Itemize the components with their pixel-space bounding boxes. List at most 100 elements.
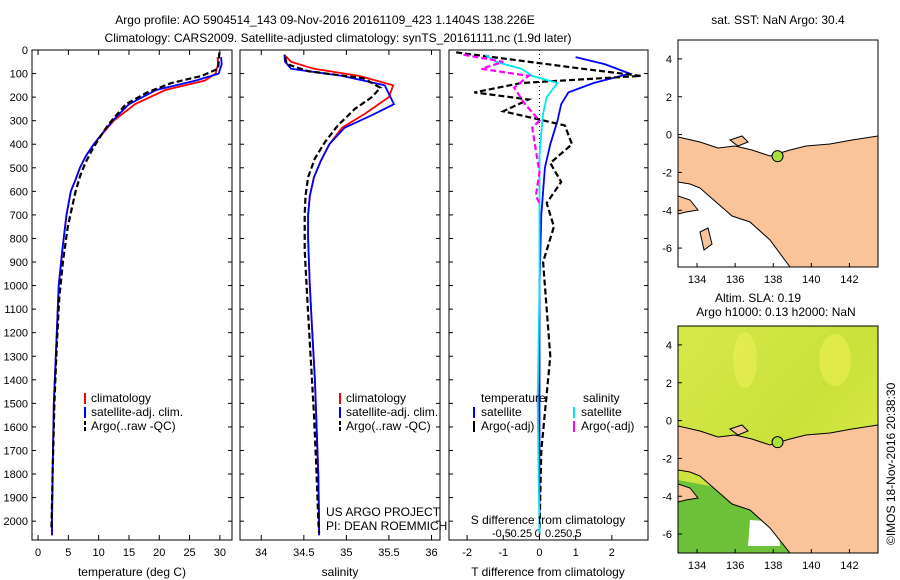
legend-label: Argo(-adj) <box>481 419 534 433</box>
project-annotation: US ARGO PROJECT <box>326 505 441 519</box>
depth-tick-label: 1900 <box>4 493 28 505</box>
x-tick-label: 0 <box>35 547 41 559</box>
x-tick-label: 34.5 <box>293 547 314 559</box>
map-lat-label: 0 <box>666 130 672 142</box>
diff-series-line-2 <box>484 53 560 533</box>
map-lat-label: 2 <box>666 92 672 104</box>
map-lon-label: 138 <box>764 560 782 572</box>
sst-map-frame <box>677 39 879 268</box>
legend-label: satellite-adj. clim. <box>346 405 438 419</box>
depth-tick-label: 1000 <box>4 281 28 293</box>
sst-map-land <box>678 135 878 267</box>
map-lon-label: 138 <box>764 274 782 286</box>
depth-tick-label: 700 <box>10 210 28 222</box>
difference-legend: temperature salinitysatelliteArgo(-adj)sa… <box>473 391 634 433</box>
difference-ticks: -2 -1 0 1 2-0.5-0.25 0 0.25 0.5 <box>449 49 648 559</box>
map-lon-label: 136 <box>726 560 744 572</box>
s-diff-tick-label: -0.5 <box>492 528 511 540</box>
map-lat-label: 4 <box>666 54 672 66</box>
s-diff-tick-label: 0.5 <box>566 528 581 540</box>
sla-map-ticks: 134 136 138 140 142 -6 -4 -2 0 2 4 <box>662 340 858 572</box>
t-diff-tick-label: 2 <box>609 547 615 559</box>
depth-tick-label: 1600 <box>4 422 28 434</box>
x-tick-label: 30 <box>214 547 226 559</box>
sst-map-ticks: 134 136 138 140 142 -6 -4 -2 0 2 4 <box>662 54 858 286</box>
temperature-panel: 0 5 10 15 20 25 300100200300400500600700800900… <box>4 45 233 579</box>
map-lat-label: -4 <box>662 205 672 217</box>
temperature-ticks: 0 5 10 15 20 25 300100200300400500600700800900… <box>4 45 232 559</box>
map-lon-label: 142 <box>840 560 858 572</box>
pi-annotation: PI: DEAN ROEMMICH <box>326 519 447 533</box>
depth-tick-label: 1700 <box>4 445 28 457</box>
title-line-1: Argo profile: AO 5904514_143 09-Nov-2016… <box>115 13 534 27</box>
legend-title-temperature: temperature <box>481 391 546 405</box>
salinity-axes-frame <box>239 49 441 541</box>
depth-tick-label: 2000 <box>4 516 28 528</box>
salinity-ticks: 34 34.5 35 35.5 36 <box>240 49 440 559</box>
t-difference-label: T difference from climatology <box>471 565 625 579</box>
series-line-1 <box>283 54 396 536</box>
depth-tick-label: 100 <box>10 69 28 81</box>
depth-tick-label: 200 <box>10 92 28 104</box>
legend-label: satellite <box>481 405 522 419</box>
sla-land-mass <box>678 424 878 553</box>
map-lon-label: 140 <box>802 274 820 286</box>
legend-label: Argo(..raw -QC) <box>91 419 176 433</box>
salinity-panel: 34 34.5 35 35.5 36 salinity climatologysatel… <box>239 49 447 579</box>
depth-tick-label: 500 <box>10 163 28 175</box>
sla-map: Altim. SLA: 0.19 Argo h1000: 0.13 h2000:… <box>662 291 879 572</box>
sla-island <box>728 424 749 436</box>
legend-title-salinity: salinity <box>583 391 620 405</box>
map-lat-label: 2 <box>666 378 672 390</box>
t-diff-tick-label: 0 <box>536 547 542 559</box>
depth-tick-label: 0 <box>22 45 28 57</box>
sla-map-land <box>678 332 878 553</box>
x-tick-label: 34 <box>255 547 267 559</box>
sla-argo-position-marker <box>771 436 784 449</box>
series-line-2 <box>284 56 383 533</box>
sst-map: sat. SST: NaN Argo: 30.4 134 136 138 140 142… <box>662 13 879 286</box>
x-tick-label: 20 <box>153 547 165 559</box>
depth-tick-label: 1500 <box>4 398 28 410</box>
depth-tick-label: 300 <box>10 116 28 128</box>
x-tick-label: 5 <box>65 547 71 559</box>
x-tick-label: 25 <box>183 547 195 559</box>
temperature-axes-frame <box>31 49 233 541</box>
map-lat-label: 0 <box>666 416 672 428</box>
difference-panel: -2 -1 0 1 2-0.5-0.25 0 0.25 0.5 S difference fr… <box>448 49 649 579</box>
sst-land-islet <box>678 195 699 215</box>
series-line-2 <box>50 52 221 531</box>
sla-high-patch-east <box>819 334 851 386</box>
sla-map-title-2: Argo h1000: 0.13 h2000: NaN <box>696 305 855 319</box>
difference-lines <box>456 51 641 533</box>
title-line-2: Climatology: CARS2009. Satellite-adjuste… <box>105 31 572 45</box>
map-lat-label: -6 <box>662 529 672 541</box>
imos-stamp: ©IMOS 18-Nov-2016 20:38:30 <box>884 382 898 545</box>
temperature-lines <box>50 52 223 536</box>
depth-tick-label: 1400 <box>4 375 28 387</box>
depth-tick-label: 900 <box>10 257 28 269</box>
map-lat-label: -2 <box>662 453 672 465</box>
sst-land-mass <box>678 135 878 267</box>
x-tick-label: 35.5 <box>378 547 399 559</box>
sla-map-title-1: Altim. SLA: 0.19 <box>715 291 801 305</box>
map-lon-label: 134 <box>688 560 706 572</box>
depth-tick-label: 1100 <box>4 304 28 316</box>
sst-island-south <box>699 227 713 251</box>
map-lat-label: -2 <box>662 167 672 179</box>
t-diff-tick-label: -1 <box>498 547 508 559</box>
depth-tick-label: 1200 <box>4 328 28 340</box>
depth-tick-label: 600 <box>10 186 28 198</box>
sla-high-patch <box>733 332 757 388</box>
diff-series-line-0 <box>538 56 633 533</box>
s-diff-tick-label: -0.25 <box>507 528 532 540</box>
depth-tick-label: 1800 <box>4 469 28 481</box>
map-lon-label: 136 <box>726 274 744 286</box>
depth-tick-label: 1300 <box>4 351 28 363</box>
sst-argo-position-marker <box>771 150 784 163</box>
x-tick-label: 35 <box>340 547 352 559</box>
t-diff-tick-label: -2 <box>462 547 472 559</box>
